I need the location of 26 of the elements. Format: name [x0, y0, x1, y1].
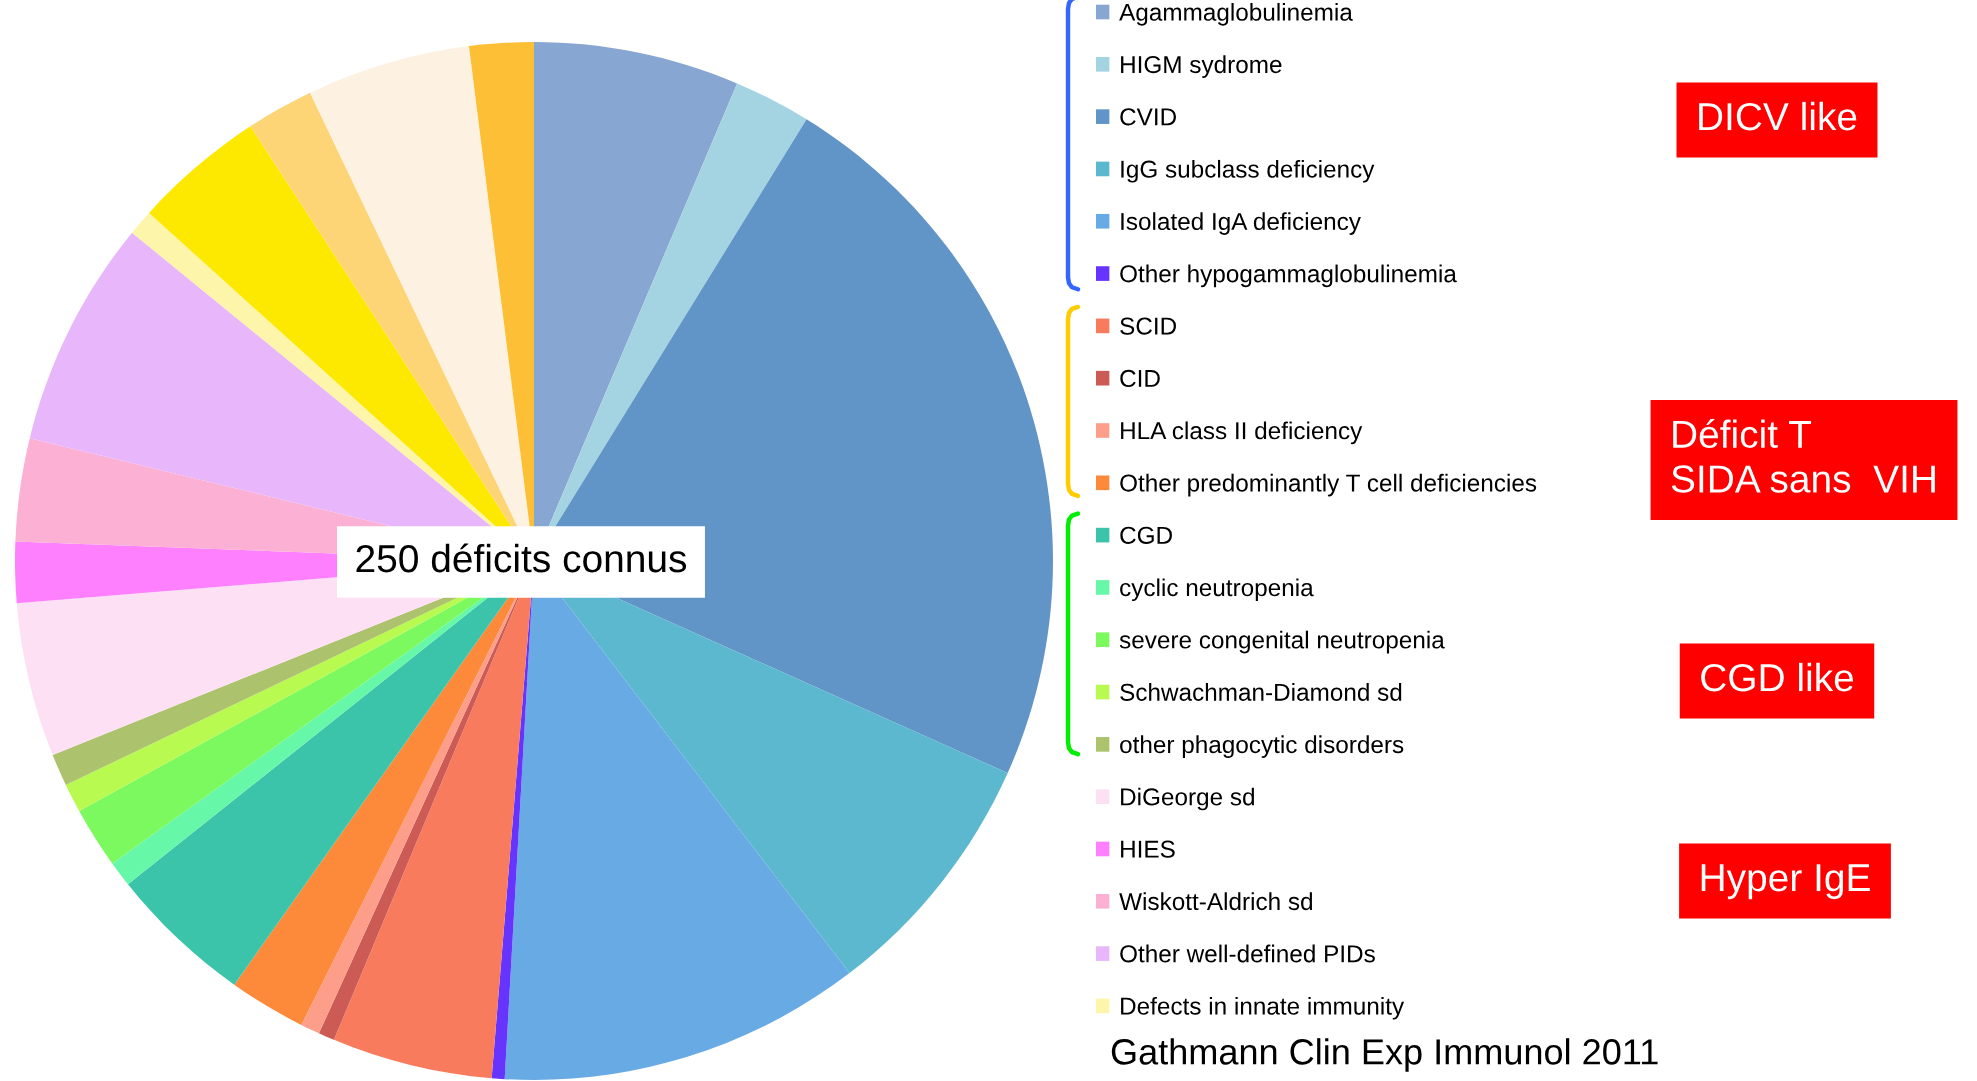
- legend-label: Wiskott-Aldrich sd: [1119, 892, 1312, 911]
- legend-label: Agammaglobulinemia: [1119, 3, 1353, 26]
- legend-label: Other predominantly T cell deficiencies: [1120, 473, 1537, 497]
- legend-label: cyclic neutropenia: [1120, 578, 1314, 602]
- legend-label: Schwachman-Diamond sd: [1120, 683, 1402, 701]
- legend-label: HIGM sydrome: [1121, 55, 1282, 78]
- text: DICV like: [1699, 101, 1857, 131]
- legend-label: SCID: [1120, 317, 1176, 335]
- legend-label: severe congenital neutropenia: [1119, 630, 1445, 654]
- text: 250 déficits connus: [356, 543, 687, 573]
- text: CGD like: [1701, 662, 1854, 692]
- legend-label: CID: [1120, 369, 1160, 388]
- text: Hyper IgE: [1701, 864, 1870, 900]
- legend-label: IgG subclass deficiency: [1121, 159, 1375, 183]
- legend-label: Defects in innate immunity: [1121, 996, 1405, 1020]
- legend-label: Other well-defined PIDs: [1120, 944, 1375, 963]
- legend-label: CVID: [1120, 108, 1176, 126]
- legend-label: HIES: [1121, 840, 1175, 858]
- legend-label: HLA class II deficiency: [1121, 421, 1363, 445]
- text: Gathmann Clin Exp Immunol 2011: [1111, 1038, 1658, 1072]
- legend-label: DiGeorge sd: [1121, 787, 1254, 811]
- legend-label: Other hypogammaglobulinemia: [1120, 264, 1457, 288]
- legend-label: other phagocytic disorders: [1120, 735, 1404, 758]
- legend-label: CGD: [1120, 526, 1172, 544]
- legend-label: Isolated IgA deficiency: [1121, 212, 1361, 235]
- text: Déficit T SIDA sans VIH: [1671, 419, 1935, 493]
